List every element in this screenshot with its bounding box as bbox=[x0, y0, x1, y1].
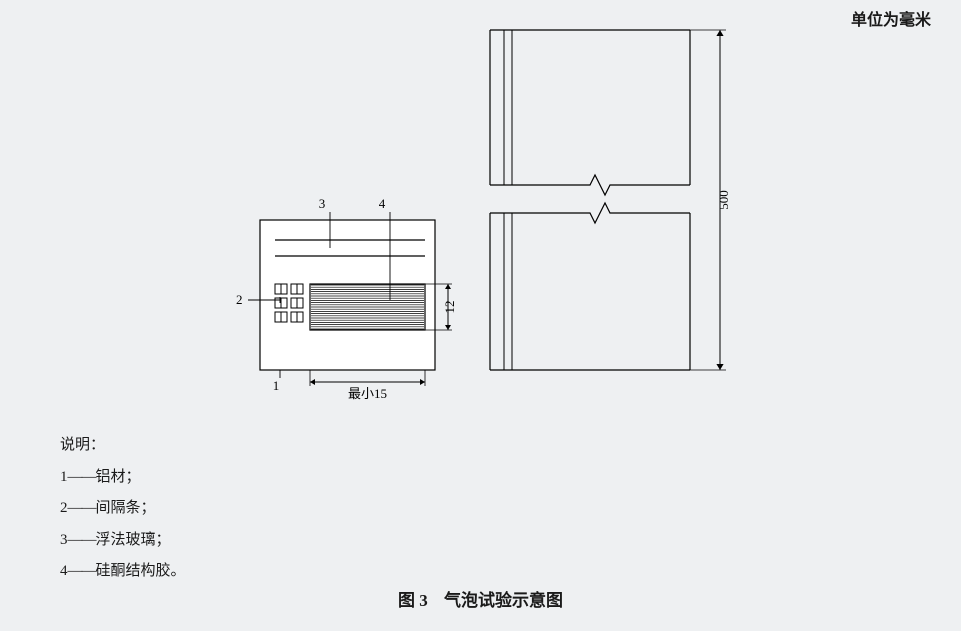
legend-item: 4——硅酮结构胶。 bbox=[60, 556, 186, 588]
break-line bbox=[490, 203, 690, 223]
legend-item-number: 3 bbox=[60, 532, 68, 548]
detail-view: 3421最小1512 bbox=[230, 200, 470, 400]
legend-item-text: 铝材； bbox=[96, 469, 141, 485]
sealant-hatch bbox=[311, 285, 424, 329]
legend-item-text: 间隔条； bbox=[96, 500, 156, 516]
legend-item-text: 浮法玻璃； bbox=[96, 532, 171, 548]
legend-item-text: 硅酮结构胶。 bbox=[96, 563, 186, 579]
legend-item: 2——间隔条； bbox=[60, 493, 186, 525]
caption-number: 图 3 bbox=[398, 591, 428, 610]
callout-label: 3 bbox=[319, 196, 326, 211]
figure-area: 3 4 2 1 最小15 12 500 bbox=[230, 20, 870, 400]
caption-title: 气泡试验示意图 bbox=[444, 591, 563, 610]
legend-item-dash: —— bbox=[68, 500, 96, 516]
legend-item-dash: —— bbox=[68, 469, 96, 485]
dim-length: 500 bbox=[716, 190, 731, 210]
elevation-view: 500 bbox=[490, 30, 750, 390]
legend-item-number: 4 bbox=[60, 563, 68, 579]
legend-item-number: 2 bbox=[60, 500, 68, 516]
legend-item-dash: —— bbox=[68, 563, 96, 579]
legend-item: 1——铝材； bbox=[60, 462, 186, 494]
dim-min-width: 最小15 bbox=[348, 386, 387, 401]
legend-item-number: 1 bbox=[60, 469, 68, 485]
callout-label: 2 bbox=[236, 292, 243, 307]
legend-heading: 说明： bbox=[60, 430, 186, 462]
callout-label: 1 bbox=[273, 378, 280, 393]
break-line bbox=[490, 175, 690, 195]
callout-label: 4 bbox=[379, 196, 386, 211]
legend-item: 3——浮法玻璃； bbox=[60, 525, 186, 557]
legend: 说明： 1——铝材；2——间隔条；3——浮法玻璃；4——硅酮结构胶。 bbox=[60, 430, 186, 588]
figure-caption: 图 3 气泡试验示意图 bbox=[0, 586, 961, 611]
legend-item-dash: —— bbox=[68, 532, 96, 548]
dim-thickness: 12 bbox=[442, 301, 457, 314]
